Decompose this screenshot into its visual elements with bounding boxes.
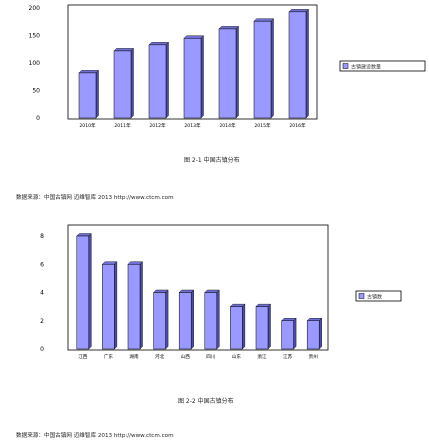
- chart2-bar: [306, 317, 323, 350]
- chart-2-y-axis: 0 2 4 6 8: [40, 233, 44, 353]
- chart2-bar: [178, 289, 195, 350]
- chart1-bar: [78, 69, 99, 119]
- chart-1-caption: 图 2-1 中国古镇分布: [184, 156, 240, 164]
- chart2-x-tick-label: 四川: [206, 354, 216, 360]
- chart1-y-tick-label: 200: [29, 5, 41, 12]
- chart1-x-tick-label: 2012年: [149, 122, 166, 129]
- chart1-y-tick-label: 100: [29, 60, 41, 67]
- chart-2-source: 数据来源：中国古镇网 迈维智库 2013 http://www.ctcm.com: [16, 431, 174, 439]
- chart-1-legend-box: [339, 60, 426, 72]
- chart-2-x-axis: 江西 广东 湖南 河北 山西 四川 山东 浙江 江苏 贵州: [78, 353, 318, 360]
- chart1-x-tick-label: 2010年: [79, 122, 96, 129]
- chart1-x-tick-label: 2016年: [289, 122, 306, 129]
- chart1-bar: [113, 47, 134, 119]
- chart2-x-tick-label: 河北: [155, 353, 165, 360]
- chart2-x-tick-label: 江苏: [283, 353, 293, 360]
- chart1-x-tick-label: 2015年: [254, 122, 271, 129]
- chart-2-bars: [76, 233, 323, 350]
- chart-2-legend-swatch: [358, 293, 365, 299]
- chart2-x-tick-label: 广东: [104, 353, 114, 360]
- chart1-bar: [148, 41, 169, 119]
- chart1-y-tick-label: 50: [32, 88, 40, 95]
- chart2-x-tick-label: 江西: [78, 353, 88, 360]
- chart-2-caption: 图 2-2 中国古镇分布: [178, 397, 234, 405]
- chart1-x-tick-label: 2013年: [184, 122, 201, 129]
- chart1-bar: [288, 8, 309, 119]
- chart2-y-tick-label: 2: [40, 318, 44, 325]
- chart-2-plot-frame: [67, 224, 329, 351]
- chart-2: 0 2 4 6 8 江西 广东 湖南 河北 山西 四川 山东 浙江 江苏 贵州 古镇数: [40, 224, 402, 360]
- chart2-bar: [204, 289, 220, 350]
- chart-2-legend-box: [355, 290, 402, 302]
- chart1-x-tick-label: 2014年: [219, 122, 236, 129]
- chart2-bar: [153, 289, 169, 350]
- chart2-bar: [127, 261, 143, 350]
- chart2-bar: [281, 317, 297, 350]
- chart2-x-tick-label: 山东: [232, 353, 242, 360]
- chart1-y-tick-label: 0: [36, 115, 40, 122]
- chart-1-source: 数据来源：中国古镇网 迈维智库 2013 http://www.ctcm.com: [16, 193, 174, 201]
- chart2-bar: [229, 303, 246, 350]
- chart2-bar: [76, 233, 92, 350]
- chart-1-legend-label: 古镇建设数量: [351, 64, 381, 71]
- chart1-x-tick-label: 2011年: [114, 122, 131, 129]
- chart2-y-tick-label: 6: [40, 261, 44, 268]
- chart2-x-tick-label: 贵州: [309, 353, 319, 360]
- chart1-y-tick-label: 150: [29, 33, 41, 40]
- chart2-x-tick-label: 山西: [181, 353, 191, 360]
- chart1-bar: [218, 25, 239, 119]
- chart-2-legend-label: 古镇数: [367, 294, 382, 301]
- chart-2-legend: 古镇数: [355, 290, 402, 302]
- chart2-x-tick-label: 湖南: [129, 353, 139, 360]
- chart2-bar: [255, 303, 271, 350]
- chart2-y-tick-label: 8: [40, 233, 44, 240]
- chart1-bar: [183, 35, 204, 119]
- chart1-bar: [253, 18, 274, 119]
- chart2-bar: [101, 261, 118, 350]
- chart-1-y-axis: 0 50 100 150 200: [29, 5, 41, 122]
- chart-1-plot-frame: [67, 4, 318, 120]
- chart2-y-tick-label: 0: [40, 346, 44, 353]
- chart2-y-tick-label: 4: [40, 290, 44, 297]
- chart-1-legend-swatch: [342, 63, 349, 69]
- chart-1-legend: 古镇建设数量: [339, 60, 426, 72]
- chart-1-x-axis: 2010年 2011年 2012年 2013年 2014年 2015年 2016年: [79, 122, 306, 129]
- chart2-x-tick-label: 浙江: [257, 353, 267, 360]
- chart-1-bars: [78, 8, 309, 119]
